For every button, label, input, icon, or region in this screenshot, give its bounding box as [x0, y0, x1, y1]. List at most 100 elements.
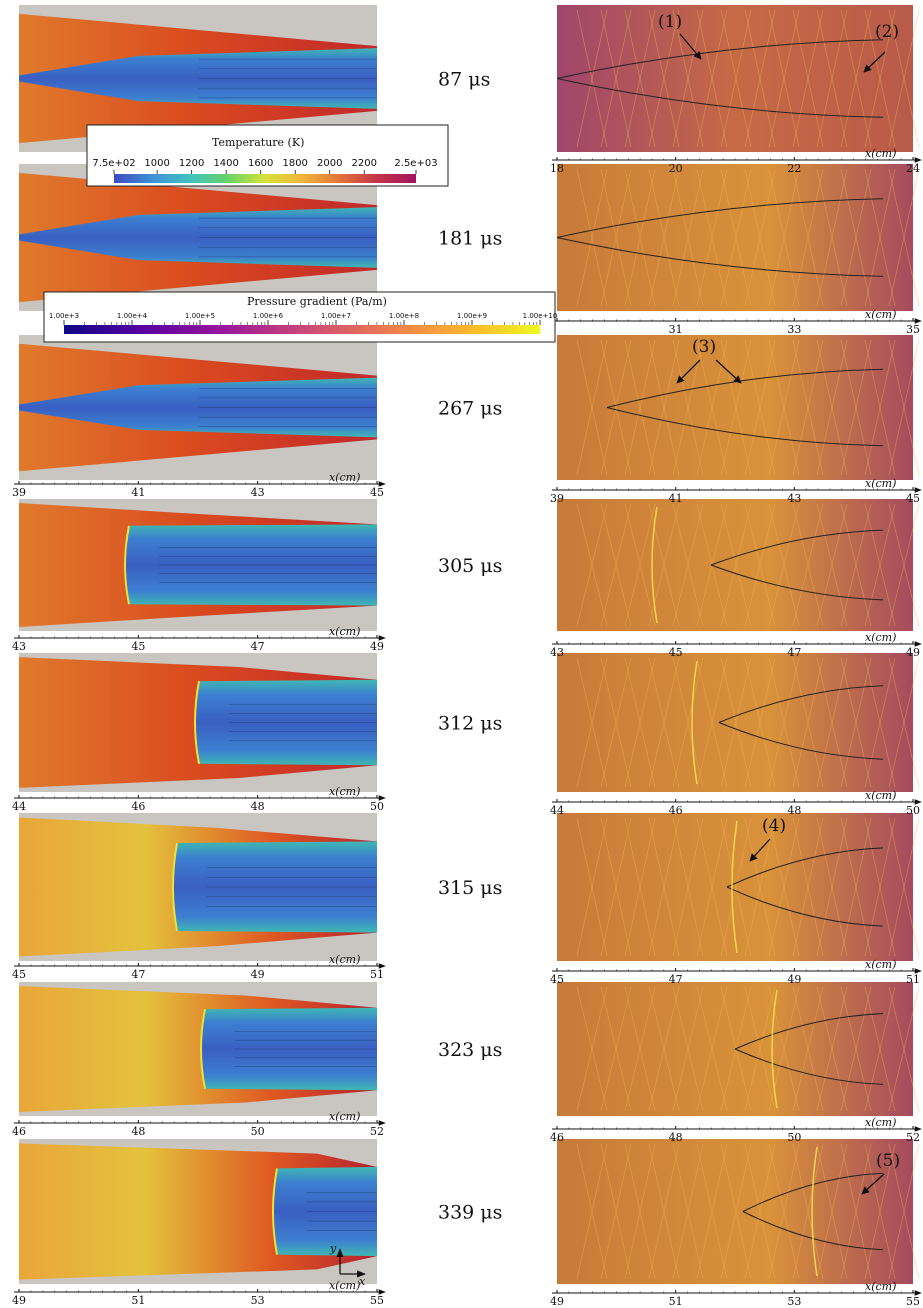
axis-tick-label: 51	[370, 968, 384, 981]
callout-1: (1)	[658, 12, 682, 32]
shock-wave-line	[624, 657, 656, 788]
shock-wave-line	[720, 657, 752, 788]
shock-wave-line	[816, 503, 848, 627]
shock-wave-line	[840, 986, 872, 1112]
shock-wave-line	[888, 657, 920, 788]
axis-tick-label: 52	[906, 1131, 920, 1144]
axis-tick-label: 49	[251, 968, 265, 981]
shock-wave-line	[696, 657, 728, 788]
axis-tick-label: 49	[550, 1295, 564, 1308]
jet-boundary-upper	[726, 847, 884, 888]
axis-unit-label: x(cm)	[865, 631, 896, 644]
axis-unit-label: x(cm)	[865, 477, 896, 490]
shock-wave-line	[840, 1143, 872, 1280]
shock-wave-line	[768, 817, 800, 957]
axis-tick-label: 43	[550, 646, 564, 659]
shock-wave-line	[840, 817, 872, 957]
shock-wave-line	[696, 986, 728, 1112]
shock-wave-line	[744, 168, 776, 307]
axis-unit-label: x(cm)	[865, 308, 896, 321]
pressure-panel-8	[557, 1139, 920, 1284]
axis-tick-label: 55	[906, 1295, 920, 1308]
shock-wave-line	[720, 1143, 752, 1280]
shock-wave-line	[864, 9, 896, 148]
temperature-colorbar: Temperature (K) 7.5e+02 1000 1200 1400 1600 1…	[86, 124, 449, 187]
shock-wave-line	[888, 339, 920, 476]
shock-wave-line	[576, 986, 608, 1112]
pressure-wave-front	[651, 506, 658, 624]
shock-wave-line	[672, 817, 704, 957]
temperature-panel-5	[19, 653, 377, 792]
shock-wave-line	[816, 168, 848, 307]
shock-wave-line	[768, 657, 800, 788]
pressure-colorbar-tick: 1.00e+3	[49, 312, 79, 320]
time-label: 339 μs	[438, 1202, 502, 1224]
shock-wave-line	[816, 986, 848, 1112]
right-axis-3: 39 41 43 45 x(cm)	[550, 477, 922, 505]
jet-boundary-upper	[606, 368, 884, 408]
axis-tick-label: 50	[787, 1131, 801, 1144]
shock-wave-line	[720, 817, 752, 957]
shock-wave-line	[864, 9, 896, 148]
shock-wave-line	[696, 339, 728, 476]
axis-tick-label: 51	[131, 1294, 145, 1307]
temperature-colorbar-tick: 2.5e+03	[394, 158, 437, 169]
shock-wave-line	[672, 986, 704, 1112]
shock-wave-line	[576, 1143, 608, 1280]
axis-unit-label: x(cm)	[329, 625, 360, 638]
axis-tick-label: 51	[669, 1295, 683, 1308]
flame-front	[124, 525, 130, 605]
shock-wave-line	[696, 1143, 728, 1280]
shock-wave-line	[576, 503, 608, 627]
shock-wave-line	[840, 657, 872, 788]
shock-wave-line	[816, 339, 848, 476]
pressure-panel-2	[556, 164, 920, 311]
shock-wave-line	[768, 9, 800, 148]
axis-tick-label: 45	[131, 640, 145, 653]
shock-wave-line	[840, 339, 872, 476]
time-labels: 87 μs 181 μs 267 μs 305 μs 312 μs 315 μs 323 μ…	[438, 69, 502, 1224]
axis-tick-label: 39	[12, 486, 26, 499]
temperature-panel-3	[19, 335, 377, 480]
axis-tick-label: 33	[787, 323, 801, 336]
shock-wave-line	[600, 339, 632, 476]
shock-wave-line	[720, 503, 752, 627]
axis-tick-label: 44	[12, 800, 26, 813]
shock-wave-line	[744, 168, 776, 307]
shock-wave-line	[768, 168, 800, 307]
pressure-panel-4	[557, 499, 920, 631]
flame-front	[272, 1168, 278, 1255]
shock-wave-line	[576, 817, 608, 957]
axis-tick-label: 35	[906, 323, 920, 336]
temperature-colorbar-tick: 7.5e+02	[92, 158, 135, 169]
temperature-panel-7	[19, 982, 377, 1116]
axis-tick-label: 46	[12, 1125, 26, 1138]
shock-wave-line	[744, 657, 776, 788]
shock-wave-line	[864, 503, 896, 627]
jet-boundary-lower	[718, 722, 884, 760]
shock-wave-line	[624, 9, 656, 148]
shock-wave-line	[672, 1143, 704, 1280]
shock-wave-line	[600, 168, 632, 307]
shock-wave-line	[816, 339, 848, 476]
shock-wave-line	[672, 9, 704, 148]
axis-tick-label: 45	[370, 486, 384, 499]
shock-wave-line	[792, 986, 824, 1112]
shock-wave-line	[792, 657, 824, 788]
shock-wave-line	[840, 339, 872, 476]
time-label: 87 μs	[438, 69, 490, 91]
pressure-panel-background	[557, 499, 913, 631]
pressure-colorbar: Pressure gradient (Pa/m) 1.00e+3 1.00e+4 1…	[43, 291, 557, 343]
left-axis-7: 46 48 50 52 x(cm)	[12, 1110, 386, 1138]
pressure-panel-3	[557, 335, 920, 480]
shock-wave-line	[672, 657, 704, 788]
shock-wave-line	[648, 339, 680, 476]
axis-tick-label: 45	[12, 968, 26, 981]
shock-wave-line	[768, 1143, 800, 1280]
shock-wave-line	[696, 339, 728, 476]
axis-tick-label: 48	[787, 804, 801, 817]
shock-wave-line	[768, 168, 800, 307]
pressure-panel-background	[557, 164, 913, 311]
shock-wave-line	[792, 168, 824, 307]
